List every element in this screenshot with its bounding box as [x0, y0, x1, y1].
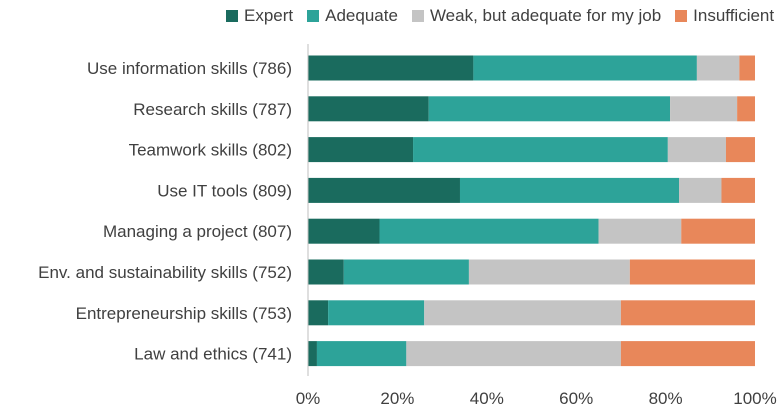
legend-item-weak: Weak, but adequate for my job: [411, 6, 662, 26]
bar-segment: [379, 218, 599, 244]
bar-segment: [343, 259, 469, 285]
bar-segment: [598, 218, 682, 244]
bar-segment: [308, 341, 317, 367]
chart-legend: Expert Adequate Weak, but adequate for m…: [226, 6, 782, 26]
category-label: Entrepreneurship skills (753): [76, 304, 292, 323]
category-label: Law and ethics (741): [134, 345, 292, 364]
bar-segment: [459, 177, 680, 203]
bar-segment: [328, 300, 425, 326]
x-tick-label: 20%: [380, 389, 414, 408]
bar-segment: [679, 177, 722, 203]
legend-label-insufficient: Insufficient: [693, 6, 775, 25]
legend-swatch-weak: [411, 10, 424, 22]
bar-segment: [725, 137, 755, 163]
bar-segment: [739, 55, 755, 81]
x-tick-label: 80%: [649, 389, 683, 408]
legend-swatch-expert: [226, 10, 238, 22]
x-tick-label: 60%: [559, 389, 593, 408]
bar-segment: [428, 96, 671, 122]
legend-item-insufficient: Insufficient: [675, 6, 774, 26]
bar-segment: [308, 300, 329, 326]
legend-label-expert: Expert: [244, 6, 294, 25]
category-label: Use IT tools (809): [157, 181, 292, 200]
x-tick-label: 0%: [296, 389, 321, 408]
bar-segment: [316, 341, 407, 367]
bar-segment: [424, 300, 621, 326]
category-label: Teamwork skills (802): [129, 141, 292, 160]
bar-segment: [737, 96, 755, 122]
x-tick-label: 40%: [470, 389, 504, 408]
bar-segment: [620, 300, 755, 326]
category-label: Use information skills (786): [87, 59, 292, 78]
bar-segment: [413, 137, 668, 163]
bar-segment: [468, 259, 630, 285]
legend-item-expert: Expert: [226, 6, 293, 26]
x-tick-label: 100%: [733, 389, 776, 408]
bar-segment: [696, 55, 740, 81]
bar-segment: [308, 218, 380, 244]
bar-segment: [308, 96, 429, 122]
legend-swatch-adequate: [307, 10, 320, 22]
legend-item-adequate: Adequate: [307, 6, 398, 26]
bar-segment: [721, 177, 755, 203]
category-label: Research skills (787): [133, 100, 292, 119]
bar-segment: [406, 341, 621, 367]
bar-segment: [670, 96, 738, 122]
legend-label-weak: Weak, but adequate for my job: [429, 6, 662, 25]
bar-segment: [667, 137, 726, 163]
category-label: Env. and sustainability skills (752): [38, 263, 292, 282]
bar-segment: [308, 55, 474, 81]
bar-segment: [308, 259, 344, 285]
legend-label-adequate: Adequate: [325, 6, 398, 25]
bar-segment: [620, 341, 755, 367]
bar-segment: [308, 177, 460, 203]
category-label: Managing a project (807): [103, 222, 292, 241]
bar-segment: [681, 218, 755, 244]
bar-segment: [629, 259, 755, 285]
bar-segment: [473, 55, 697, 81]
legend-swatch-insufficient: [675, 10, 688, 22]
bar-segment: [308, 137, 414, 163]
